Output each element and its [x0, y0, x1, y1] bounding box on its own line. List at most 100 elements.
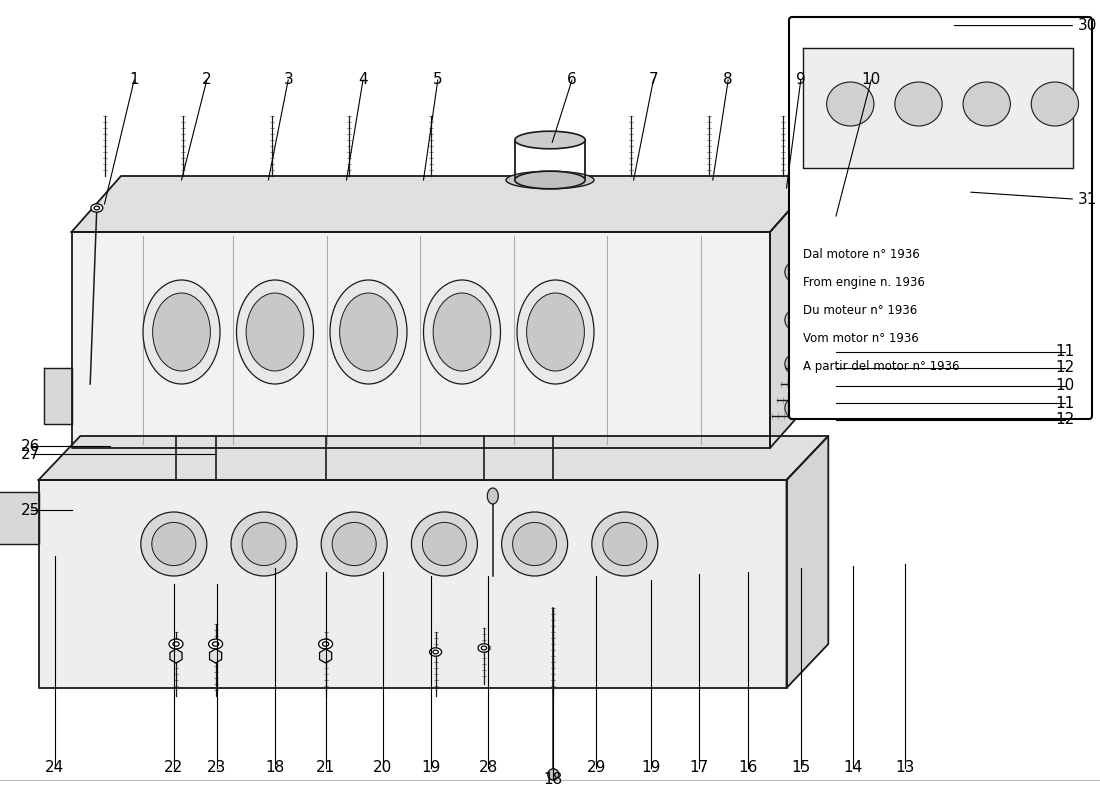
Text: 26: 26 — [21, 439, 41, 454]
Ellipse shape — [482, 646, 486, 650]
Text: 2: 2 — [202, 73, 211, 87]
Text: 12: 12 — [1055, 361, 1075, 375]
Polygon shape — [39, 480, 786, 688]
Ellipse shape — [513, 522, 557, 566]
Polygon shape — [945, 180, 958, 196]
Text: Dal motore n° 1936: Dal motore n° 1936 — [803, 248, 920, 261]
Ellipse shape — [236, 280, 314, 384]
Text: 18: 18 — [543, 773, 563, 787]
Text: 19: 19 — [641, 761, 661, 775]
Text: 28: 28 — [478, 761, 498, 775]
Text: 17: 17 — [689, 761, 708, 775]
Ellipse shape — [944, 166, 959, 178]
Ellipse shape — [430, 648, 441, 656]
Text: 4: 4 — [359, 73, 367, 87]
Ellipse shape — [801, 396, 808, 404]
Text: 1: 1 — [130, 73, 139, 87]
Ellipse shape — [487, 488, 498, 504]
Polygon shape — [44, 368, 72, 424]
Ellipse shape — [433, 650, 438, 654]
Ellipse shape — [506, 171, 594, 189]
Ellipse shape — [330, 280, 407, 384]
Ellipse shape — [169, 639, 183, 649]
Ellipse shape — [603, 522, 647, 566]
Ellipse shape — [143, 280, 220, 384]
Text: 31: 31 — [971, 192, 1098, 207]
Ellipse shape — [422, 522, 466, 566]
Ellipse shape — [424, 280, 500, 384]
Ellipse shape — [322, 642, 329, 646]
Polygon shape — [39, 436, 828, 480]
Text: Vom motor n° 1936: Vom motor n° 1936 — [803, 332, 918, 345]
Text: From engine n. 1936: From engine n. 1936 — [803, 276, 925, 289]
Text: 10: 10 — [861, 73, 881, 87]
Text: 18: 18 — [265, 761, 285, 775]
Ellipse shape — [515, 171, 585, 189]
Ellipse shape — [231, 512, 297, 576]
Ellipse shape — [209, 639, 222, 649]
Text: 23: 23 — [207, 761, 227, 775]
Text: Du moteur n° 1936: Du moteur n° 1936 — [803, 304, 917, 317]
Ellipse shape — [895, 82, 942, 126]
Text: 15: 15 — [791, 761, 811, 775]
Polygon shape — [72, 176, 819, 232]
Text: A partir del motor n° 1936: A partir del motor n° 1936 — [803, 360, 959, 373]
Ellipse shape — [173, 642, 179, 646]
Ellipse shape — [784, 354, 804, 374]
Text: 14: 14 — [843, 761, 862, 775]
Text: 9: 9 — [796, 73, 805, 87]
Ellipse shape — [141, 512, 207, 576]
Text: 27: 27 — [21, 447, 41, 462]
Text: 22: 22 — [164, 761, 184, 775]
Ellipse shape — [340, 293, 397, 371]
Ellipse shape — [964, 82, 1010, 126]
Ellipse shape — [548, 769, 559, 780]
Ellipse shape — [321, 512, 387, 576]
Ellipse shape — [517, 280, 594, 384]
Text: 11: 11 — [1055, 345, 1075, 359]
Text: 12: 12 — [1055, 413, 1075, 427]
Ellipse shape — [91, 204, 102, 212]
Ellipse shape — [332, 522, 376, 566]
Ellipse shape — [801, 244, 808, 252]
Text: 24: 24 — [45, 761, 65, 775]
Ellipse shape — [784, 262, 804, 282]
Ellipse shape — [801, 348, 808, 356]
Text: eurospares: eurospares — [405, 520, 636, 600]
Text: 6: 6 — [568, 73, 576, 87]
Ellipse shape — [784, 398, 804, 418]
Text: eurospares: eurospares — [95, 340, 326, 420]
Text: 3: 3 — [284, 73, 293, 87]
Polygon shape — [0, 492, 39, 544]
Ellipse shape — [784, 310, 804, 330]
Text: 30: 30 — [955, 18, 1098, 33]
Ellipse shape — [152, 522, 196, 566]
Ellipse shape — [433, 293, 491, 371]
Polygon shape — [72, 232, 770, 448]
Text: 16: 16 — [738, 761, 758, 775]
Text: 5: 5 — [433, 73, 442, 87]
Text: 11: 11 — [1055, 396, 1075, 410]
Ellipse shape — [478, 644, 490, 652]
Polygon shape — [803, 48, 1072, 168]
Ellipse shape — [866, 170, 872, 174]
Ellipse shape — [95, 206, 99, 210]
Ellipse shape — [502, 512, 568, 576]
Text: 8: 8 — [724, 73, 733, 87]
Polygon shape — [862, 180, 876, 196]
Text: 21: 21 — [316, 761, 336, 775]
Text: 25: 25 — [21, 503, 41, 518]
Ellipse shape — [515, 131, 585, 149]
Ellipse shape — [411, 512, 477, 576]
Ellipse shape — [592, 512, 658, 576]
Text: 7: 7 — [649, 73, 658, 87]
Ellipse shape — [153, 293, 210, 371]
Text: eurospares: eurospares — [505, 250, 735, 330]
Ellipse shape — [319, 639, 332, 649]
Ellipse shape — [827, 82, 875, 126]
Ellipse shape — [246, 293, 304, 371]
Ellipse shape — [861, 166, 877, 178]
Ellipse shape — [801, 292, 808, 300]
Ellipse shape — [1031, 82, 1078, 126]
Text: 29: 29 — [586, 761, 606, 775]
